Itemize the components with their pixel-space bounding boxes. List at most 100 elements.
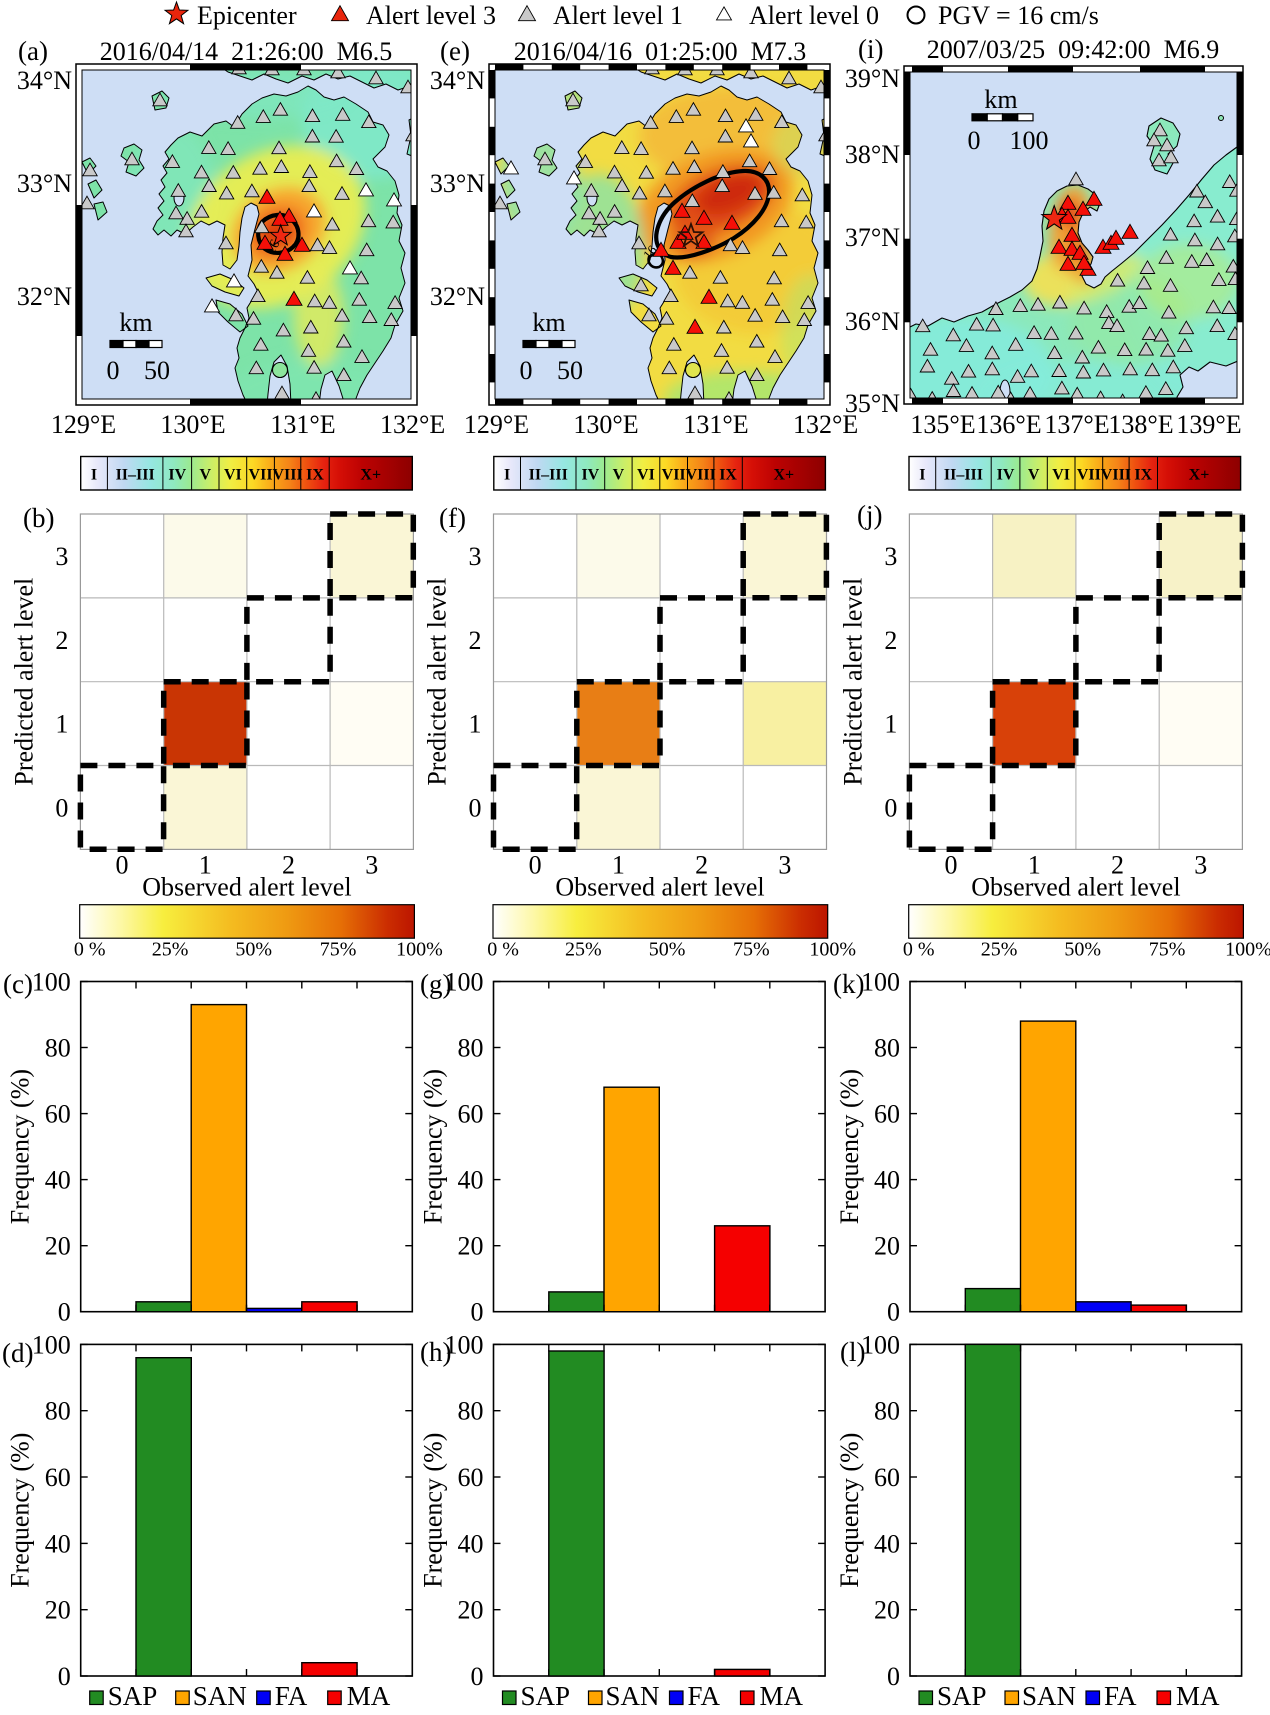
svg-text:2: 2 xyxy=(1111,850,1124,879)
svg-text:40: 40 xyxy=(45,1529,71,1558)
svg-text:0 %: 0 % xyxy=(74,939,106,961)
svg-text:0: 0 xyxy=(58,1662,71,1691)
svg-text:0: 0 xyxy=(58,1298,71,1327)
svg-text:60: 60 xyxy=(458,1100,484,1129)
svg-text:20: 20 xyxy=(458,1596,484,1625)
svg-text:VII: VII xyxy=(662,467,686,484)
svg-text:136°E: 136°E xyxy=(976,410,1041,439)
svg-text:SAN: SAN xyxy=(193,1681,247,1710)
svg-text:137°E: 137°E xyxy=(1044,410,1109,439)
svg-text:VII: VII xyxy=(249,467,273,484)
svg-text:(d): (d) xyxy=(2,1338,33,1368)
svg-text:80: 80 xyxy=(874,1397,900,1426)
svg-text:2007/03/25 09:42:00 M6.9: 2007/03/25 09:42:00 M6.9 xyxy=(927,35,1220,64)
svg-text:100%: 100% xyxy=(396,939,443,961)
svg-text:1: 1 xyxy=(469,710,482,739)
svg-text:V: V xyxy=(613,467,625,484)
svg-text:IV: IV xyxy=(581,467,599,484)
svg-text:100: 100 xyxy=(32,1330,71,1359)
svg-text:50: 50 xyxy=(557,356,583,385)
svg-text:20: 20 xyxy=(458,1232,484,1261)
svg-text:Frequency (%): Frequency (%) xyxy=(6,1069,35,1224)
svg-text:Alert level 1: Alert level 1 xyxy=(553,1,683,30)
svg-text:40: 40 xyxy=(458,1166,484,1195)
svg-text:0 %: 0 % xyxy=(903,939,935,961)
svg-text:VI: VI xyxy=(1052,467,1070,484)
svg-text:IX: IX xyxy=(1134,467,1152,484)
svg-text:VIII: VIII xyxy=(272,467,302,484)
svg-text:(l): (l) xyxy=(840,1337,865,1367)
svg-text:75%: 75% xyxy=(733,939,770,961)
svg-text:132°E: 132°E xyxy=(793,410,858,439)
svg-text:131°E: 131°E xyxy=(270,410,335,439)
svg-text:60: 60 xyxy=(45,1463,71,1492)
svg-text:50%: 50% xyxy=(1064,939,1101,961)
svg-text:II–III: II–III xyxy=(116,467,155,484)
svg-text:Predicted alert level: Predicted alert level xyxy=(838,578,867,786)
svg-text:2: 2 xyxy=(469,626,482,655)
svg-text:Frequency (%): Frequency (%) xyxy=(419,1069,448,1224)
svg-text:FA: FA xyxy=(1104,1681,1137,1710)
svg-text:36°N: 36°N xyxy=(845,307,900,336)
svg-text:40: 40 xyxy=(45,1166,71,1195)
svg-text:Frequency (%): Frequency (%) xyxy=(835,1069,864,1224)
svg-text:V: V xyxy=(1028,467,1040,484)
svg-text:20: 20 xyxy=(874,1232,900,1261)
svg-text:80: 80 xyxy=(458,1397,484,1426)
svg-text:1: 1 xyxy=(199,850,212,879)
svg-text:0: 0 xyxy=(884,793,897,822)
svg-text:VI: VI xyxy=(637,467,655,484)
svg-text:IX: IX xyxy=(306,467,324,484)
svg-text:32°N: 32°N xyxy=(430,282,485,311)
svg-text:km: km xyxy=(532,308,565,337)
svg-text:I: I xyxy=(919,467,925,484)
svg-text:60: 60 xyxy=(874,1100,900,1129)
svg-text:40: 40 xyxy=(458,1529,484,1558)
svg-text:50%: 50% xyxy=(235,939,272,961)
svg-text:FA: FA xyxy=(275,1681,308,1710)
svg-text:37°N: 37°N xyxy=(845,223,900,252)
svg-text:Epicenter: Epicenter xyxy=(197,1,297,30)
svg-text:3: 3 xyxy=(1194,850,1207,879)
svg-text:135°E: 135°E xyxy=(910,410,975,439)
svg-text:33°N: 33°N xyxy=(17,169,72,198)
svg-text:Predicted alert level: Predicted alert level xyxy=(423,578,452,786)
svg-text:2: 2 xyxy=(695,850,708,879)
svg-text:100: 100 xyxy=(445,1330,484,1359)
svg-text:(j): (j) xyxy=(857,500,882,530)
svg-text:SAP: SAP xyxy=(108,1681,158,1710)
svg-text:I: I xyxy=(91,467,97,484)
svg-text:34°N: 34°N xyxy=(17,66,72,95)
svg-text:32°N: 32°N xyxy=(17,282,72,311)
svg-text:(e): (e) xyxy=(440,36,470,66)
svg-text:II–III: II–III xyxy=(944,467,983,484)
svg-text:2016/04/16 01:25:00 M7.3: 2016/04/16 01:25:00 M7.3 xyxy=(514,37,807,66)
svg-text:MA: MA xyxy=(760,1681,804,1710)
svg-text:0: 0 xyxy=(520,356,533,385)
svg-text:130°E: 130°E xyxy=(160,410,225,439)
svg-text:25%: 25% xyxy=(565,939,602,961)
svg-text:Frequency (%): Frequency (%) xyxy=(6,1433,35,1588)
svg-text:0: 0 xyxy=(469,793,482,822)
svg-text:100%: 100% xyxy=(1225,939,1270,961)
svg-text:60: 60 xyxy=(45,1100,71,1129)
svg-text:0: 0 xyxy=(107,356,120,385)
svg-text:Frequency (%): Frequency (%) xyxy=(419,1433,448,1588)
svg-text:(a): (a) xyxy=(18,36,48,66)
svg-text:2: 2 xyxy=(282,850,295,879)
svg-text:33°N: 33°N xyxy=(430,169,485,198)
svg-text:0: 0 xyxy=(945,850,958,879)
svg-text:80: 80 xyxy=(458,1034,484,1063)
svg-text:50: 50 xyxy=(144,356,170,385)
svg-text:60: 60 xyxy=(874,1463,900,1492)
svg-text:2: 2 xyxy=(55,626,68,655)
svg-text:130°E: 130°E xyxy=(573,410,638,439)
svg-text:40: 40 xyxy=(874,1529,900,1558)
svg-text:km: km xyxy=(119,308,152,337)
svg-text:SAP: SAP xyxy=(937,1681,987,1710)
svg-text:2: 2 xyxy=(884,626,897,655)
svg-text:80: 80 xyxy=(45,1397,71,1426)
svg-text:129°E: 129°E xyxy=(464,410,529,439)
svg-text:75%: 75% xyxy=(320,939,357,961)
svg-text:75%: 75% xyxy=(1149,939,1186,961)
